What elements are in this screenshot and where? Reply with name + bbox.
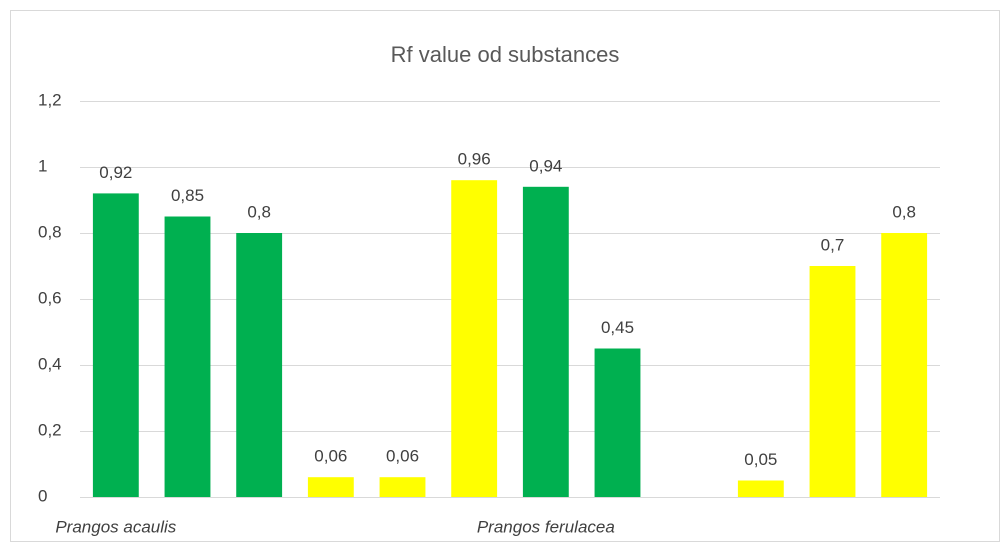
x-tick-label: Prangos ferulacea <box>477 517 615 536</box>
data-label: 0,05 <box>744 450 777 469</box>
bar <box>164 216 211 497</box>
bar <box>92 193 139 497</box>
bar <box>451 180 498 497</box>
bar <box>594 348 641 497</box>
data-label: 0,06 <box>314 447 347 466</box>
y-tick-label: 1,2 <box>38 90 62 109</box>
y-tick-label: 0,8 <box>38 222 62 241</box>
data-label: 0,85 <box>171 186 204 205</box>
data-label: 0,96 <box>458 150 491 169</box>
y-tick-label: 0,6 <box>38 288 62 307</box>
y-tick-label: 0,2 <box>38 420 62 439</box>
y-tick-label: 0 <box>38 486 47 505</box>
bar <box>379 477 426 497</box>
data-label: 0,92 <box>99 163 132 182</box>
data-label: 0,7 <box>821 235 845 254</box>
data-label: 0,45 <box>601 318 634 337</box>
bar <box>236 233 283 497</box>
chart-title: Rf value od substances <box>391 42 620 67</box>
bar <box>809 266 856 497</box>
data-label: 0,06 <box>386 447 419 466</box>
data-label: 0,8 <box>892 202 916 221</box>
bar <box>737 480 784 497</box>
y-tick-label: 0,4 <box>38 354 62 373</box>
bar <box>307 477 354 497</box>
y-tick-label: 1 <box>38 156 47 175</box>
bar <box>881 233 928 497</box>
data-label: 0,8 <box>247 202 271 221</box>
data-label: 0,94 <box>529 156 562 175</box>
bar <box>522 186 569 498</box>
x-tick-label: Prangos acaulis <box>55 517 176 536</box>
